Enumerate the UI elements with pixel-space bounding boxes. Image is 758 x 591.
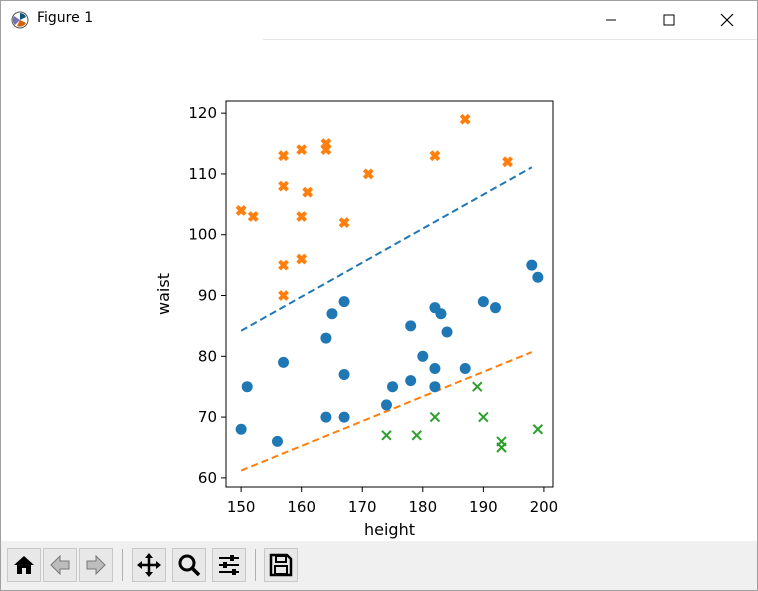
- data-point: [362, 168, 374, 180]
- title-bar: Figure 1: [1, 1, 757, 39]
- data-point: [532, 271, 544, 283]
- data-point: [247, 211, 259, 222]
- close-button[interactable]: [698, 1, 756, 39]
- toolbar-separator: [122, 549, 123, 581]
- data-point: [489, 302, 501, 314]
- data-point: [271, 435, 283, 447]
- data-point: [472, 381, 483, 392]
- x-tick-label: 200: [530, 498, 559, 516]
- figure-canvas[interactable]: 150 160 170 180 190 200 60 70 80 90 100 110 120 heig…: [1, 40, 757, 541]
- forward-icon: [86, 554, 106, 576]
- zoom-button[interactable]: [172, 548, 206, 582]
- data-point: [526, 259, 538, 271]
- data-point: [296, 253, 308, 265]
- data-point: [478, 411, 489, 423]
- x-axis-label: height: [364, 520, 415, 539]
- y-tick-label: 90: [198, 287, 217, 305]
- save-icon: [269, 553, 293, 577]
- data-point: [235, 423, 247, 435]
- dashed-line-1: [240, 166, 533, 332]
- data-point: [278, 180, 289, 192]
- x-tick-label: 160: [287, 498, 316, 516]
- pan-button[interactable]: [132, 548, 166, 582]
- axis-ticks: 150 160 170 180 190 200 60 70 80 90 100 110 120: [188, 104, 558, 516]
- data-point: [405, 320, 417, 332]
- minimize-icon: [606, 19, 616, 21]
- data-point: [380, 399, 392, 411]
- forward-button[interactable]: [79, 548, 113, 582]
- data-point: [338, 411, 350, 423]
- data-point: [429, 381, 441, 393]
- data-point: [441, 326, 453, 338]
- maximize-icon: [663, 14, 675, 26]
- scatter-chart: 150 160 170 180 190 200 60 70 80 90 100 110 120 heig…: [154, 100, 558, 539]
- x-tick-label: 190: [469, 498, 498, 516]
- y-tick-label: 110: [188, 165, 217, 183]
- maximize-button[interactable]: [640, 1, 698, 39]
- back-button[interactable]: [43, 548, 77, 582]
- data-point: [477, 296, 489, 308]
- back-icon: [50, 554, 70, 576]
- data-point: [338, 217, 350, 228]
- x-tick-label: 170: [348, 498, 377, 516]
- data-point: [429, 411, 441, 423]
- zoom-icon: [178, 554, 201, 577]
- save-button[interactable]: [264, 548, 298, 582]
- data-point: [296, 211, 308, 222]
- data-point: [278, 356, 290, 368]
- y-tick-label: 100: [188, 226, 217, 244]
- data-point: [429, 150, 441, 162]
- data-point: [338, 296, 350, 308]
- data-point: [326, 308, 338, 320]
- data-point: [429, 362, 441, 374]
- data-point: [405, 375, 417, 387]
- data-point: [302, 186, 314, 198]
- y-axis-label: waist: [154, 273, 173, 315]
- data-point: [496, 442, 507, 453]
- data-point: [338, 369, 350, 381]
- data-point: [532, 424, 544, 435]
- title-separator: [263, 39, 757, 40]
- data-point: [381, 430, 392, 441]
- pan-icon: [137, 553, 161, 577]
- data-point: [296, 144, 308, 156]
- home-button[interactable]: [7, 548, 41, 582]
- data-point: [320, 144, 332, 156]
- data-point: [320, 332, 332, 344]
- data-point: [387, 381, 399, 393]
- close-icon: [720, 13, 734, 27]
- window-title: Figure 1: [37, 10, 94, 26]
- chart-marks: [235, 113, 544, 472]
- home-icon: [14, 556, 34, 574]
- configure-icon: [219, 555, 239, 575]
- data-point: [278, 259, 289, 271]
- y-tick-label: 120: [188, 104, 217, 122]
- data-point: [459, 113, 471, 125]
- data-point: [417, 350, 429, 362]
- data-point: [411, 430, 422, 441]
- app-icon: [11, 11, 29, 29]
- data-point: [278, 290, 289, 301]
- data-point: [278, 150, 289, 162]
- y-tick-label: 70: [198, 408, 217, 426]
- y-tick-label: 60: [198, 469, 217, 487]
- data-point: [235, 205, 247, 216]
- plot-frame: [225, 100, 554, 488]
- navigation-toolbar: [1, 541, 757, 590]
- x-tick-label: 180: [408, 498, 437, 516]
- minimize-button[interactable]: [582, 1, 640, 39]
- x-tick-label: 150: [227, 498, 256, 516]
- data-point: [459, 362, 471, 374]
- data-point: [241, 381, 253, 393]
- dashed-line-2: [240, 351, 533, 472]
- toolbar-separator: [255, 549, 256, 581]
- data-point: [320, 411, 332, 423]
- y-tick-label: 80: [198, 347, 217, 365]
- data-point: [502, 156, 513, 168]
- configure-button[interactable]: [212, 548, 246, 582]
- data-point: [435, 308, 447, 320]
